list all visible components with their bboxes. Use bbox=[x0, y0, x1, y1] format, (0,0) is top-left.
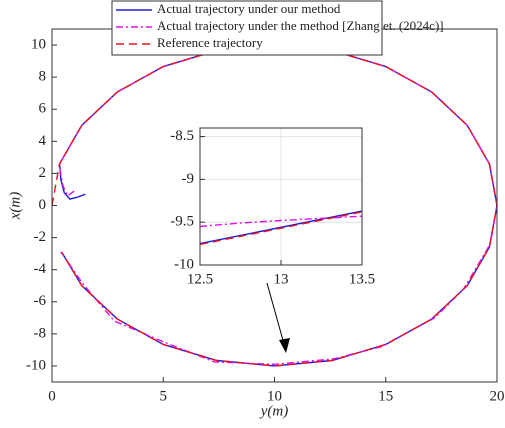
y-tick-label: 0 bbox=[39, 197, 47, 213]
y-tick-label: 8 bbox=[39, 69, 47, 85]
y-tick-label: 2 bbox=[39, 165, 47, 181]
x-tick-label: 10 bbox=[267, 388, 282, 404]
y-tick-label: 10 bbox=[31, 36, 46, 52]
x-tick-label: 0 bbox=[48, 388, 56, 404]
legend-text: Actual trajectory under our method bbox=[157, 1, 341, 16]
y-tick-label: -9.5 bbox=[170, 214, 194, 230]
legend: Actual trajectory under our method Actual… bbox=[111, 0, 444, 56]
legend-text: Actual trajectory under the method [Zhan… bbox=[157, 18, 444, 33]
x-tick-label: 15 bbox=[378, 388, 393, 404]
y-axis-label: x(m) bbox=[7, 192, 23, 220]
y-tick-label: -10 bbox=[26, 357, 46, 373]
y-tick-label: -6 bbox=[34, 293, 47, 309]
trajectory-line bbox=[199, 211, 363, 246]
trajectory-line bbox=[199, 210, 363, 245]
x-axis-label: y(m) bbox=[259, 403, 288, 419]
y-tick-label: 4 bbox=[39, 133, 47, 149]
annotation-arrow bbox=[266, 282, 285, 345]
y-tick-label: -2 bbox=[34, 229, 47, 245]
y-tick-label: 6 bbox=[39, 101, 47, 117]
axes-frame bbox=[199, 127, 363, 266]
x-tick-label: 20 bbox=[490, 388, 505, 404]
x-tick-label: 12.5 bbox=[187, 271, 213, 287]
arrow-head bbox=[279, 338, 290, 353]
y-tick-label: -8 bbox=[34, 325, 47, 341]
x-tick-label: 13.5 bbox=[349, 271, 375, 287]
y-tick-label: -10 bbox=[174, 256, 194, 272]
legend-box bbox=[111, 0, 383, 56]
y-tick-label: -8.5 bbox=[170, 128, 194, 144]
legend-text: Reference trajectory bbox=[157, 35, 263, 50]
x-tick-label: 5 bbox=[160, 388, 168, 404]
x-tick-label: 13 bbox=[274, 271, 289, 287]
y-tick-label: -4 bbox=[34, 261, 47, 277]
y-tick-label: -9 bbox=[182, 171, 195, 187]
